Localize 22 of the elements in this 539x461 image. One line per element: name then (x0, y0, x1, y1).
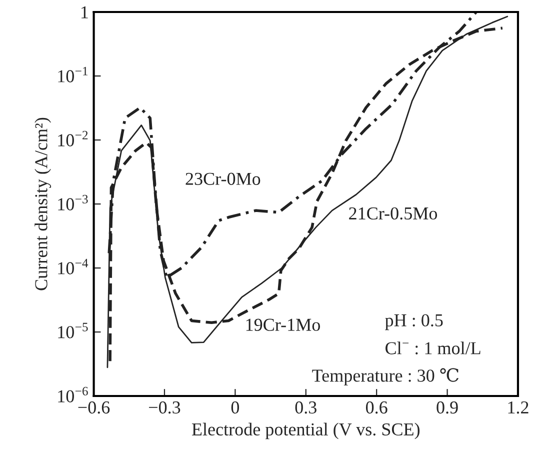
y-tick-label: 10$^{−4}$ (58, 258, 88, 274)
annotation: Temperature : 30 ℃ (312, 368, 459, 386)
series-label: 23Cr-0Mo (186, 172, 260, 185)
x-tick-label: 1.2 (508, 401, 528, 414)
series-label: 19Cr-1Mo (246, 318, 320, 331)
y-tick-label: 10$^{−5}$ (58, 322, 88, 338)
x-axis-title: Electrode potential (V vs. SCE) (192, 422, 420, 440)
y-axis-title: Current density (A/cm²) (34, 118, 52, 290)
x-tick-label: 0.3 (295, 401, 316, 414)
series-label: 21Cr-0.5Mo (349, 207, 438, 220)
y-tick-label: 10$^{−6}$ (58, 386, 88, 402)
annotation: Cl$^{−}$ : 1 mol/L (386, 342, 480, 354)
x-tick-label: −0.6 (78, 401, 110, 414)
x-tick-label: 0.6 (366, 401, 388, 414)
y-tick-label: 10$^{−3}$ (58, 194, 88, 210)
y-tick-label: 10$^{−1}$ (58, 66, 88, 82)
y-tick-label: 1 (81, 6, 88, 18)
x-tick-label: 0 (231, 401, 240, 414)
y-tick-label: 10$^{−2}$ (58, 130, 88, 146)
x-tick-label: 0.9 (436, 401, 458, 414)
x-tick-label: −0.3 (149, 401, 180, 414)
annotation: pH : 0.5 (385, 314, 443, 330)
